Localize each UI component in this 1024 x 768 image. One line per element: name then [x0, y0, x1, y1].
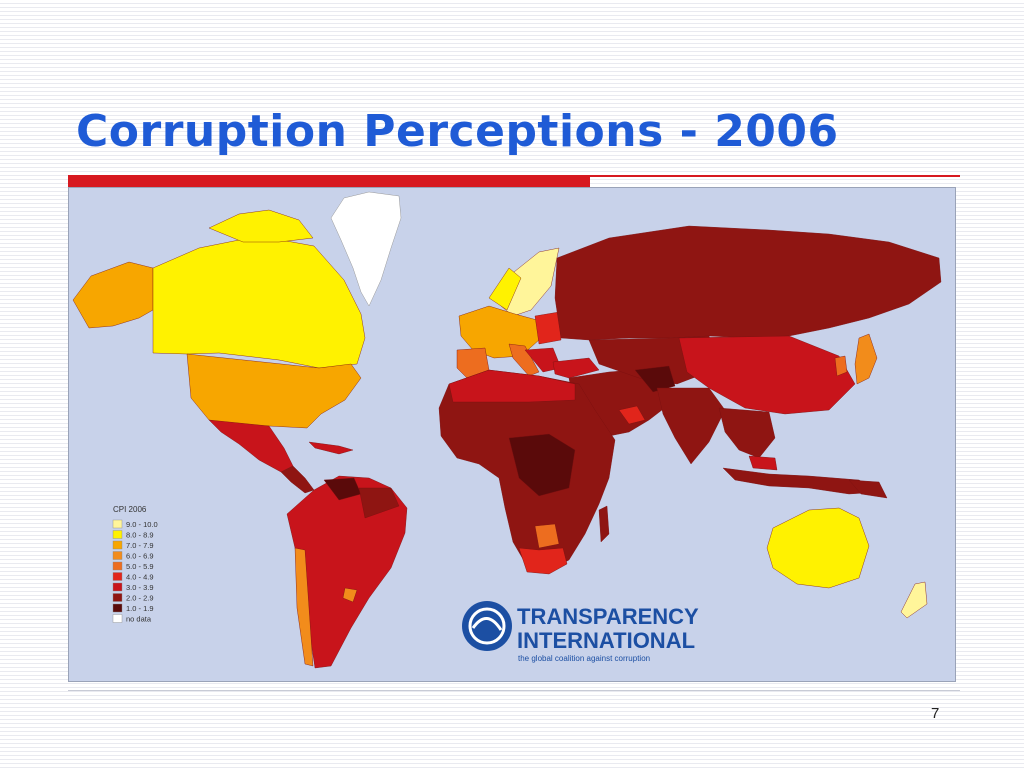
china-region [678, 335, 856, 415]
title-accent-bar [68, 175, 590, 187]
japan-region [854, 333, 878, 385]
map-legend: CPI 2006 9.0 - 10.0 8.0 - 8.97.0 - 7.9 6.0… [112, 505, 158, 624]
slide-number: 7 [931, 705, 940, 722]
slide-title: Corruption Perceptions - 2006 [76, 106, 839, 157]
ti-logo-tagline: the global coalition against corruption [518, 654, 650, 663]
transparency-international-logo: TRANSPARENCY INTERNATIONAL the global co… [462, 601, 699, 663]
legend-swatch [112, 603, 123, 613]
legend-label: 7.0 - 7.9 [126, 541, 154, 550]
italy-region [508, 343, 540, 377]
legend-label: no data [126, 615, 152, 624]
legend-swatch [112, 614, 123, 623]
legend-label: 5.0 - 5.9 [126, 562, 154, 571]
caribbean-region [308, 441, 354, 455]
western-europe-region [458, 305, 540, 359]
madagascar-region [598, 505, 610, 543]
uruguay-region [342, 587, 358, 603]
usa-region [186, 353, 362, 429]
greenland-region [330, 191, 402, 307]
scandinavia-west-region [488, 267, 522, 311]
new-zealand-region [900, 581, 928, 619]
botswana-region [534, 523, 560, 549]
legend-swatch [112, 519, 123, 529]
turkey-region [552, 357, 600, 379]
legend-swatch [112, 530, 123, 539]
legend-swatch [112, 572, 123, 581]
central-africa-region [508, 433, 576, 497]
ti-logo-line1: TRANSPARENCY [517, 604, 699, 629]
legend-swatch [112, 561, 123, 571]
legend-title: CPI 2006 [113, 505, 147, 514]
afghanistan-region [634, 365, 676, 393]
south-africa-region [518, 547, 568, 575]
legend-swatch [112, 593, 123, 602]
legend-swatch [112, 582, 123, 592]
legend-label: 9.0 - 10.0 [126, 520, 158, 529]
bottom-divider-line [68, 690, 960, 691]
legend-label: 1.0 - 1.9 [126, 604, 154, 613]
papua-new-guinea-region [848, 479, 888, 499]
gulf-states-region [618, 405, 646, 425]
ti-logo-line2: INTERNATIONAL [517, 628, 695, 653]
brazil-north-region [358, 487, 400, 519]
legend-label: 4.0 - 4.9 [126, 573, 154, 582]
world-map-frame: CPI 2006 9.0 - 10.0 8.0 - 8.9 7.0 - 7.9 6.0… [68, 187, 956, 682]
alaska-region [72, 261, 154, 329]
korea-region [834, 355, 848, 377]
world-cpi-map: CPI 2006 9.0 - 10.0 8.0 - 8.97.0 - 7.9 6.0… [69, 188, 955, 681]
australia-region [766, 507, 870, 589]
india-region [656, 387, 726, 465]
legend-label: 3.0 - 3.9 [126, 583, 154, 592]
scandinavia-region [498, 247, 560, 317]
title-divider-line [590, 175, 960, 177]
eastern-europe-region [534, 311, 562, 345]
legend-swatch [112, 540, 123, 550]
canada-arctic-islands [208, 209, 314, 243]
malaysia-region [748, 455, 778, 471]
legend-label: 8.0 - 8.9 [126, 531, 154, 540]
chile-region [294, 547, 314, 667]
north-africa-region [448, 369, 576, 403]
legend-label: 2.0 - 2.9 [126, 594, 154, 603]
legend-swatch [112, 551, 123, 560]
legend-label: 6.0 - 6.9 [126, 552, 154, 561]
